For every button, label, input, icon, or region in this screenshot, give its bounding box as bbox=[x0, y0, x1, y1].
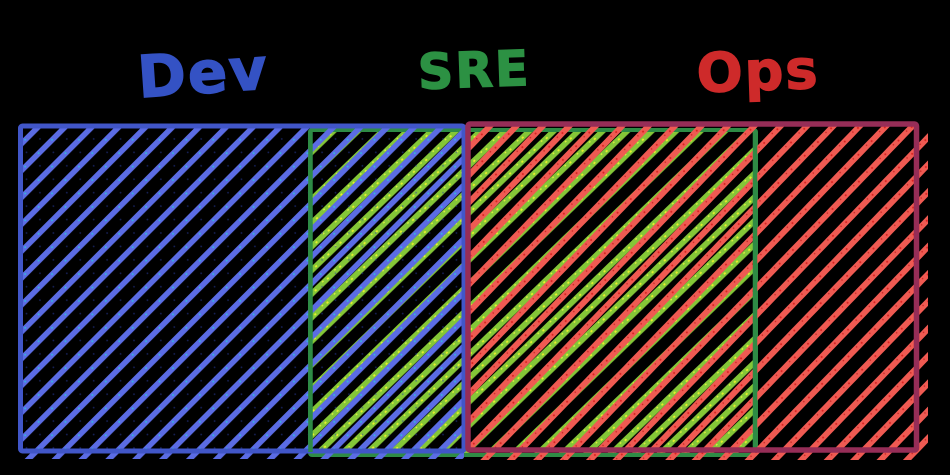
ops-label: Ops bbox=[696, 38, 821, 105]
ops-region bbox=[470, 126, 928, 460]
ops-border bbox=[465, 121, 920, 453]
sre-label: SRE bbox=[417, 40, 531, 101]
dev-label: Dev bbox=[135, 34, 271, 111]
dev-region bbox=[18, 123, 467, 459]
dev-border bbox=[18, 123, 467, 454]
ops-hatch-fill bbox=[470, 126, 928, 460]
dev-hatch-fill bbox=[23, 128, 464, 459]
